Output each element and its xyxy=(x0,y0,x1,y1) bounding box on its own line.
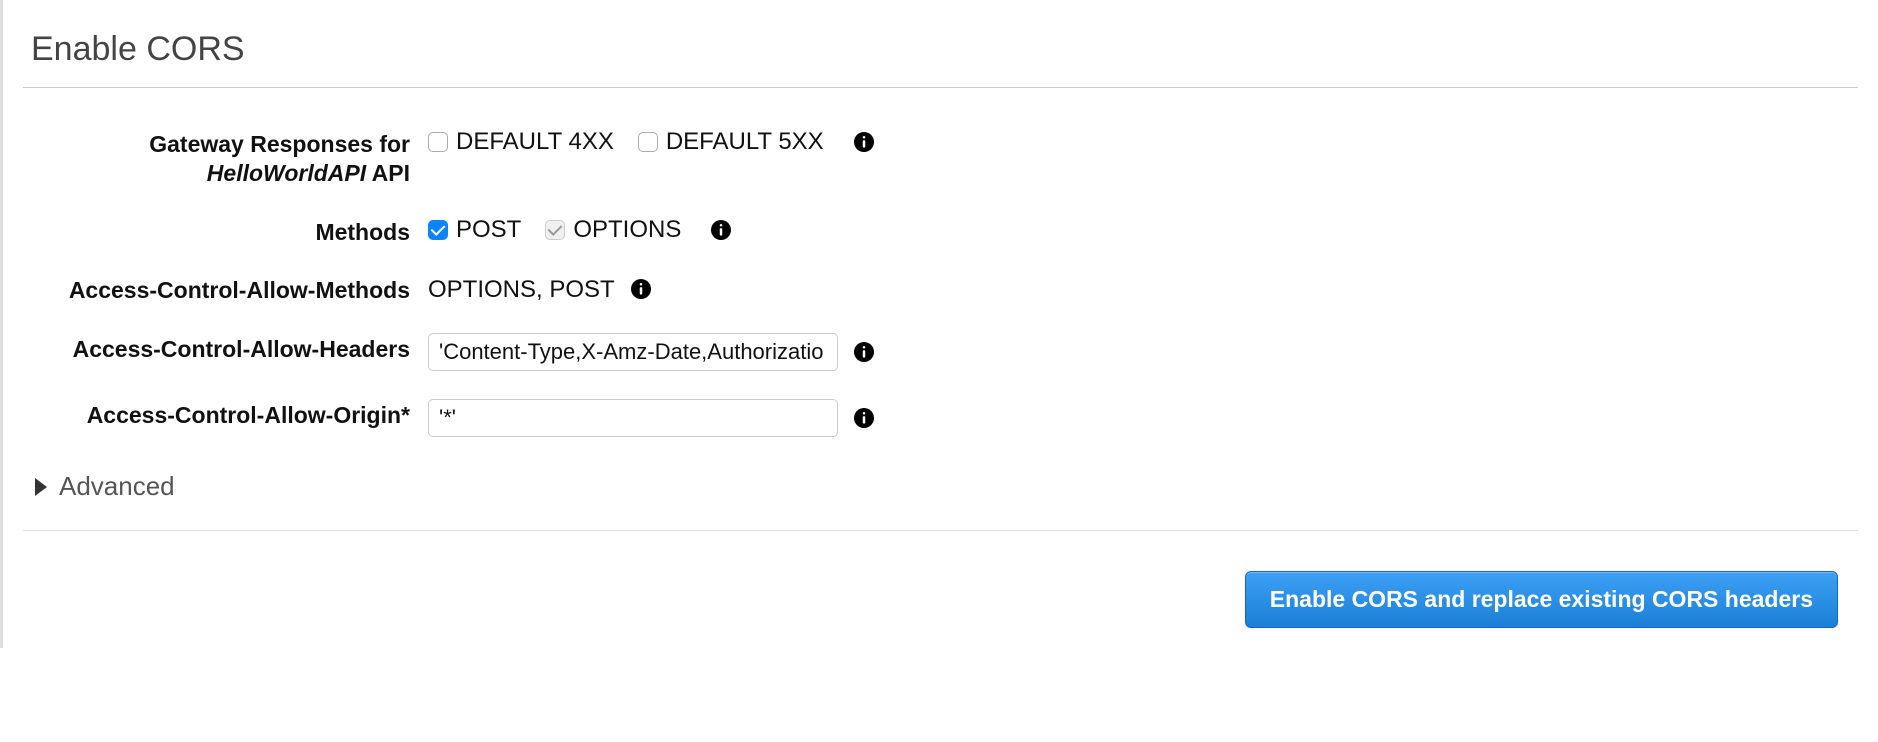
allow-origin-row: Access-Control-Allow-Origin* xyxy=(23,399,1858,437)
allow-methods-label: Access-Control-Allow-Methods xyxy=(23,274,428,305)
info-icon[interactable] xyxy=(711,220,731,240)
method-post-option[interactable]: POST xyxy=(428,216,521,244)
info-icon[interactable] xyxy=(854,408,874,428)
page-title: Enable CORS xyxy=(23,20,1858,88)
allow-headers-label: Access-Control-Allow-Headers xyxy=(23,333,428,364)
enable-cors-button[interactable]: Enable CORS and replace existing CORS he… xyxy=(1245,571,1838,628)
gateway-responses-label: Gateway Responses for HelloWorldAPI API xyxy=(23,128,428,188)
method-options-label: OPTIONS xyxy=(573,216,681,244)
method-post-label: POST xyxy=(456,216,521,244)
action-row: Enable CORS and replace existing CORS he… xyxy=(23,571,1858,628)
default-4xx-checkbox[interactable] xyxy=(428,132,448,152)
chevron-right-icon xyxy=(35,478,47,496)
default-5xx-checkbox[interactable] xyxy=(638,132,658,152)
default-5xx-option[interactable]: DEFAULT 5XX xyxy=(638,128,824,156)
method-options-checkbox xyxy=(545,220,565,240)
advanced-toggle[interactable]: Advanced xyxy=(23,465,1858,508)
allow-methods-row: Access-Control-Allow-Methods OPTIONS, PO… xyxy=(23,274,1858,305)
methods-label: Methods xyxy=(23,216,428,247)
default-4xx-option[interactable]: DEFAULT 4XX xyxy=(428,128,614,156)
default-5xx-label: DEFAULT 5XX xyxy=(666,128,824,156)
divider xyxy=(23,530,1858,531)
default-4xx-label: DEFAULT 4XX xyxy=(456,128,614,156)
method-post-checkbox[interactable] xyxy=(428,220,448,240)
methods-row: Methods POST OPTIONS xyxy=(23,216,1858,247)
allow-origin-label: Access-Control-Allow-Origin* xyxy=(23,399,428,430)
allow-origin-input[interactable] xyxy=(428,399,838,437)
gateway-responses-row: Gateway Responses for HelloWorldAPI API … xyxy=(23,128,1858,188)
info-icon[interactable] xyxy=(854,132,874,152)
info-icon[interactable] xyxy=(631,279,651,299)
advanced-label: Advanced xyxy=(59,471,175,502)
allow-headers-input[interactable] xyxy=(428,333,838,371)
allow-headers-row: Access-Control-Allow-Headers xyxy=(23,333,1858,371)
method-options-option: OPTIONS xyxy=(545,216,681,244)
info-icon[interactable] xyxy=(854,342,874,362)
allow-methods-value: OPTIONS, POST xyxy=(428,274,615,304)
